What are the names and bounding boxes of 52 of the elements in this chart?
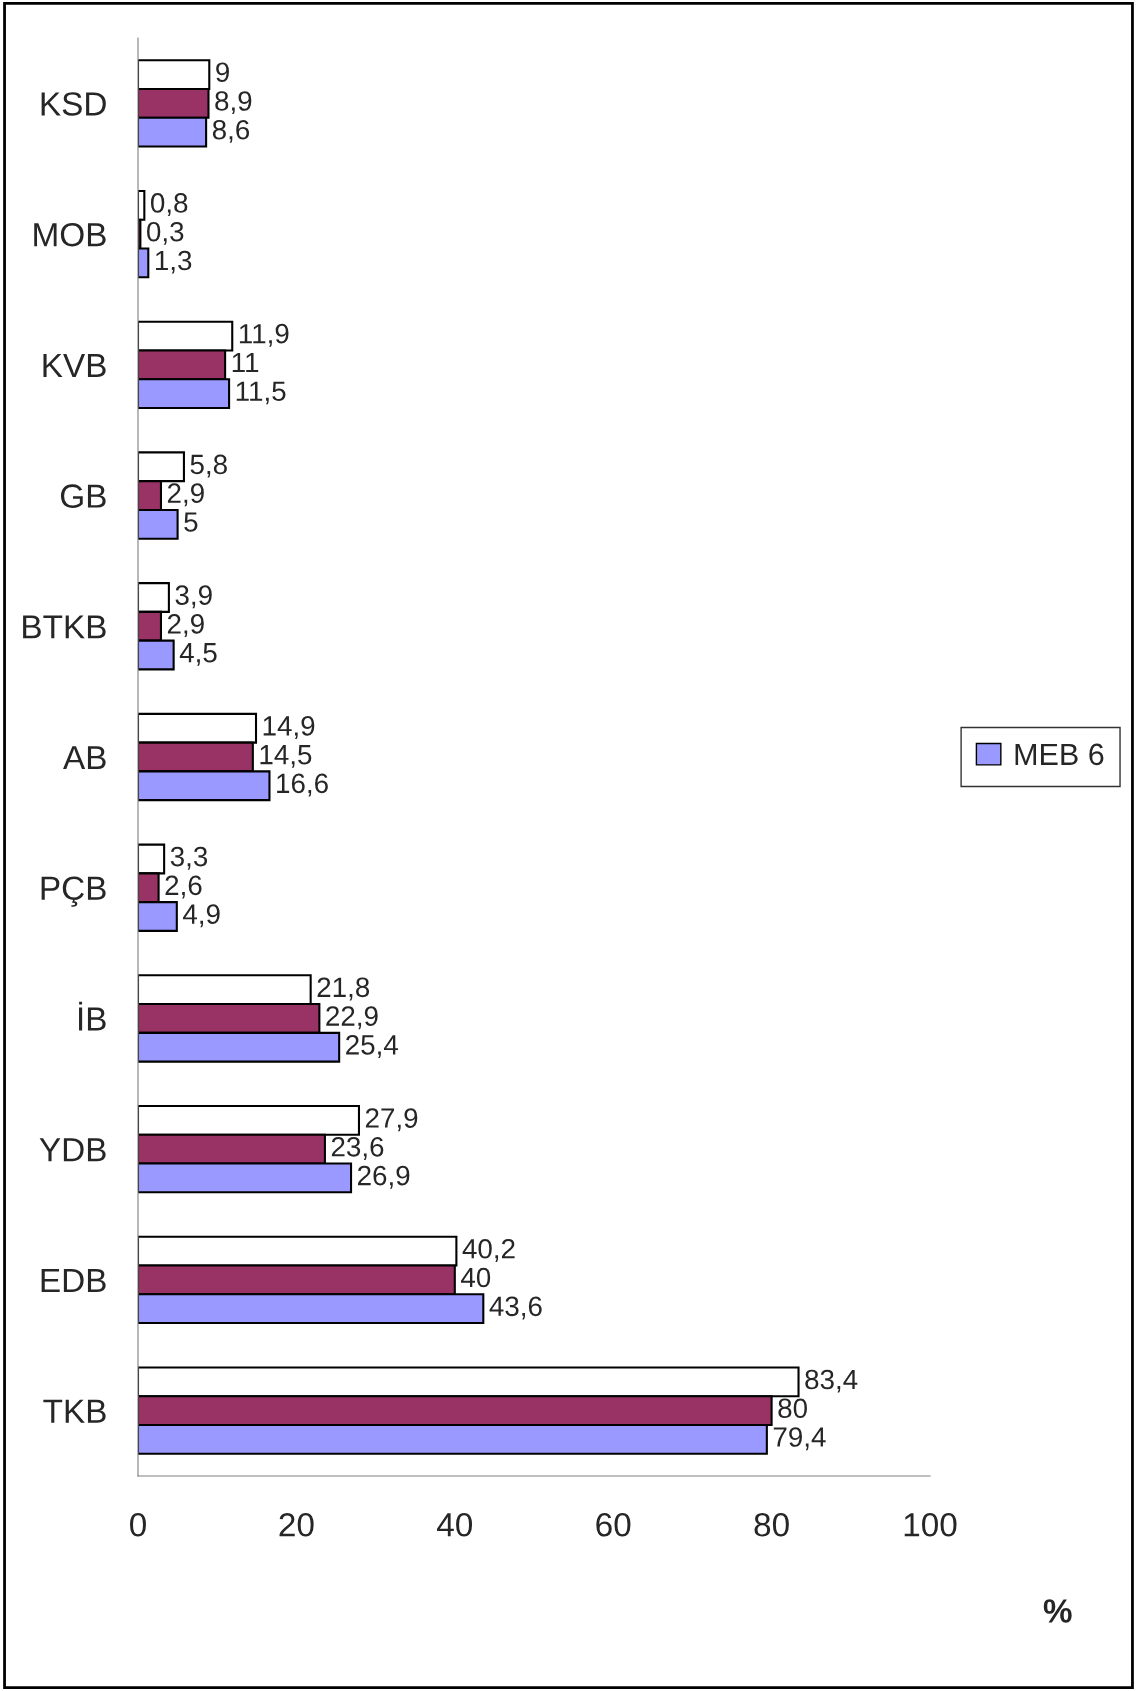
y-tick-label: KVB bbox=[43, 353, 106, 377]
data-label: 11,9 bbox=[239, 323, 289, 347]
data-label: 11 bbox=[232, 352, 259, 372]
data-label: 0,8 bbox=[150, 193, 188, 217]
data-label: 5,8 bbox=[190, 454, 227, 478]
y-tick-label: TKB bbox=[43, 1399, 106, 1423]
x-axis-title: % bbox=[1043, 1599, 1072, 1623]
data-label: 1,3 bbox=[155, 250, 192, 274]
data-label: 4,5 bbox=[179, 643, 217, 666]
y-tick-label: YDB bbox=[39, 1138, 106, 1162]
data-label: 2,9 bbox=[167, 614, 204, 638]
legend-label: MEB 6 bbox=[1015, 743, 1104, 766]
x-tick-label: 20 bbox=[279, 1512, 314, 1537]
data-label: 3,9 bbox=[175, 585, 212, 609]
y-tick-label: KSD bbox=[41, 92, 106, 116]
y-tick-label: EDB bbox=[41, 1269, 106, 1292]
data-label: 23,6 bbox=[331, 1136, 384, 1160]
data-label: 40,2 bbox=[462, 1238, 515, 1262]
data-label: 40 bbox=[460, 1267, 491, 1288]
y-tick-label: BTKB bbox=[23, 615, 106, 639]
data-label: 83,4 bbox=[805, 1369, 858, 1393]
data-label: 11,5 bbox=[236, 381, 286, 405]
data-label: 80 bbox=[778, 1398, 807, 1419]
data-label: 14,5 bbox=[260, 745, 312, 768]
data-label: 26,9 bbox=[358, 1165, 410, 1189]
data-label: 43,6 bbox=[489, 1296, 542, 1320]
data-label: 16,6 bbox=[277, 773, 328, 797]
x-tick-label: 60 bbox=[596, 1512, 631, 1537]
data-label: 5 bbox=[184, 512, 198, 532]
y-tick-label: MOB bbox=[34, 222, 106, 247]
data-label: 21,8 bbox=[317, 977, 370, 1001]
data-label: 22,9 bbox=[326, 1006, 378, 1030]
y-tick-label: İB bbox=[79, 1001, 106, 1031]
data-label: 0,3 bbox=[147, 221, 184, 245]
x-tick-label: 0 bbox=[130, 1512, 146, 1537]
data-label: 25,4 bbox=[346, 1035, 398, 1058]
y-tick-label: GB bbox=[60, 484, 106, 508]
data-label: 3,3 bbox=[170, 846, 208, 870]
y-tick-label: PÇB bbox=[41, 876, 106, 907]
data-label: 2,6 bbox=[165, 875, 202, 899]
data-label: 2,9 bbox=[167, 483, 204, 507]
data-label: 4,9 bbox=[183, 904, 220, 928]
x-tick-label: 80 bbox=[754, 1512, 789, 1537]
data-label: 79,4 bbox=[773, 1427, 826, 1451]
data-label: 9 bbox=[216, 62, 229, 83]
data-label: 8,9 bbox=[215, 91, 252, 115]
y-tick-label: AB bbox=[63, 746, 106, 770]
data-label: 27,9 bbox=[365, 1108, 418, 1132]
x-tick-label: 40 bbox=[437, 1512, 473, 1537]
data-label: 8,6 bbox=[212, 119, 250, 143]
data-label: 14,9 bbox=[263, 716, 315, 739]
x-tick-label: 100 bbox=[904, 1512, 957, 1537]
